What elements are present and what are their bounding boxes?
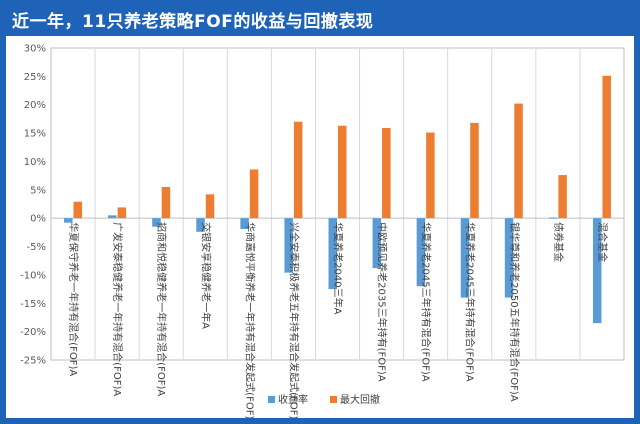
category-label: 兴全安泰积极养老五年持有混合发起式(FOF)A	[287, 222, 300, 418]
bar-drawdown	[73, 201, 83, 219]
category-label: 交银安享稳健养老一年A	[199, 222, 212, 329]
bar-drawdown	[117, 207, 127, 219]
bar-drawdown	[338, 125, 347, 219]
bar-return	[284, 218, 293, 273]
legend: 收益率 最大回撤	[268, 393, 380, 406]
y-tick-label: 15%	[24, 129, 46, 140]
bar-return	[240, 218, 249, 229]
bar-return	[372, 218, 382, 269]
category-label: 华夏养老2040三年A	[332, 222, 345, 314]
y-tick-label: 20%	[24, 100, 46, 111]
category-label: 中欧预见养老2035三年持有(FOF)A	[376, 222, 389, 382]
category-labels: 华夏保守养老一年持有混合(FOF)A 广发安泰稳健养老一年持有混合(FOF)A 招商…	[67, 222, 609, 418]
y-tick-label: 10%	[24, 157, 46, 168]
chart-panel: 30% 25% 20% 15% 10% 5% 0% -5% -10% -15% -20% -25% 华…	[6, 36, 634, 418]
page-title: 近一年，11只养老策略FOF的收益与回撤表现	[12, 12, 374, 32]
y-tick-label: -20%	[20, 327, 46, 338]
plot-area-border	[50, 47, 625, 361]
bar-return	[460, 218, 470, 298]
bar-drawdown	[514, 103, 523, 219]
header: 近一年，11只养老策略FOF的收益与回撤表现	[0, 0, 640, 36]
category-label: 混合基金	[596, 222, 609, 262]
bar-return	[328, 218, 337, 290]
bar-drawdown	[293, 121, 303, 219]
legend-label-return: 收益率	[278, 393, 308, 406]
bar-drawdown	[161, 186, 171, 219]
bar-return	[152, 218, 161, 227]
y-tick-label: 25%	[24, 72, 46, 83]
category-label: 债券基金	[552, 222, 565, 262]
y-tick-label: -25%	[20, 356, 46, 367]
bar-drawdown	[205, 194, 215, 219]
bar-return	[196, 218, 205, 232]
legend-swatch-return	[268, 396, 275, 403]
category-label: 招商和悦稳健养老一年持有混合(FOF)A	[155, 222, 168, 396]
category-label: 华商嘉悦平衡养老一年持有混合发起式(FOF)A	[243, 222, 256, 418]
bar-return	[416, 218, 426, 287]
category-label: 华夏养老2045三年持有混合(FOF)A	[420, 222, 433, 382]
y-tick-label: 30%	[24, 44, 46, 55]
category-label: 银华尊和养老2050五年持有混合(FOF)A	[508, 222, 521, 402]
legend-swatch-drawdown	[330, 396, 337, 403]
bar-drawdown	[470, 122, 479, 219]
y-tick-label: 0%	[30, 214, 46, 225]
y-tick-label: -5%	[27, 242, 46, 253]
bar-return	[108, 215, 117, 219]
legend-label-drawdown: 最大回撤	[340, 393, 380, 406]
category-label: 华夏养老2045三年持有混合(FOF)A	[464, 222, 477, 382]
bar-drawdown	[249, 169, 259, 219]
y-tick-label: -15%	[20, 299, 46, 310]
category-label: 华夏保守养老一年持有混合(FOF)A	[67, 222, 80, 376]
bar-drawdown	[426, 132, 435, 219]
bar-return	[64, 218, 73, 223]
bar-chart: 30% 25% 20% 15% 10% 5% 0% -5% -10% -15% -20% -25% 华…	[20, 44, 625, 418]
y-tick-label: 5%	[30, 185, 46, 196]
bar-drawdown	[382, 127, 391, 219]
bar-drawdown	[558, 175, 567, 219]
grid-layer	[50, 47, 625, 361]
y-axis: 30% 25% 20% 15% 10% 5% 0% -5% -10% -15% -20% -25%	[20, 44, 46, 367]
bars	[64, 75, 611, 324]
bar-return	[592, 218, 602, 324]
bar-return	[548, 217, 558, 219]
bar-drawdown	[602, 75, 611, 219]
bar-return	[504, 218, 514, 298]
category-label: 广发安泰稳健养老一年持有混合(FOF)A	[111, 222, 124, 396]
y-tick-label: -10%	[20, 270, 46, 281]
